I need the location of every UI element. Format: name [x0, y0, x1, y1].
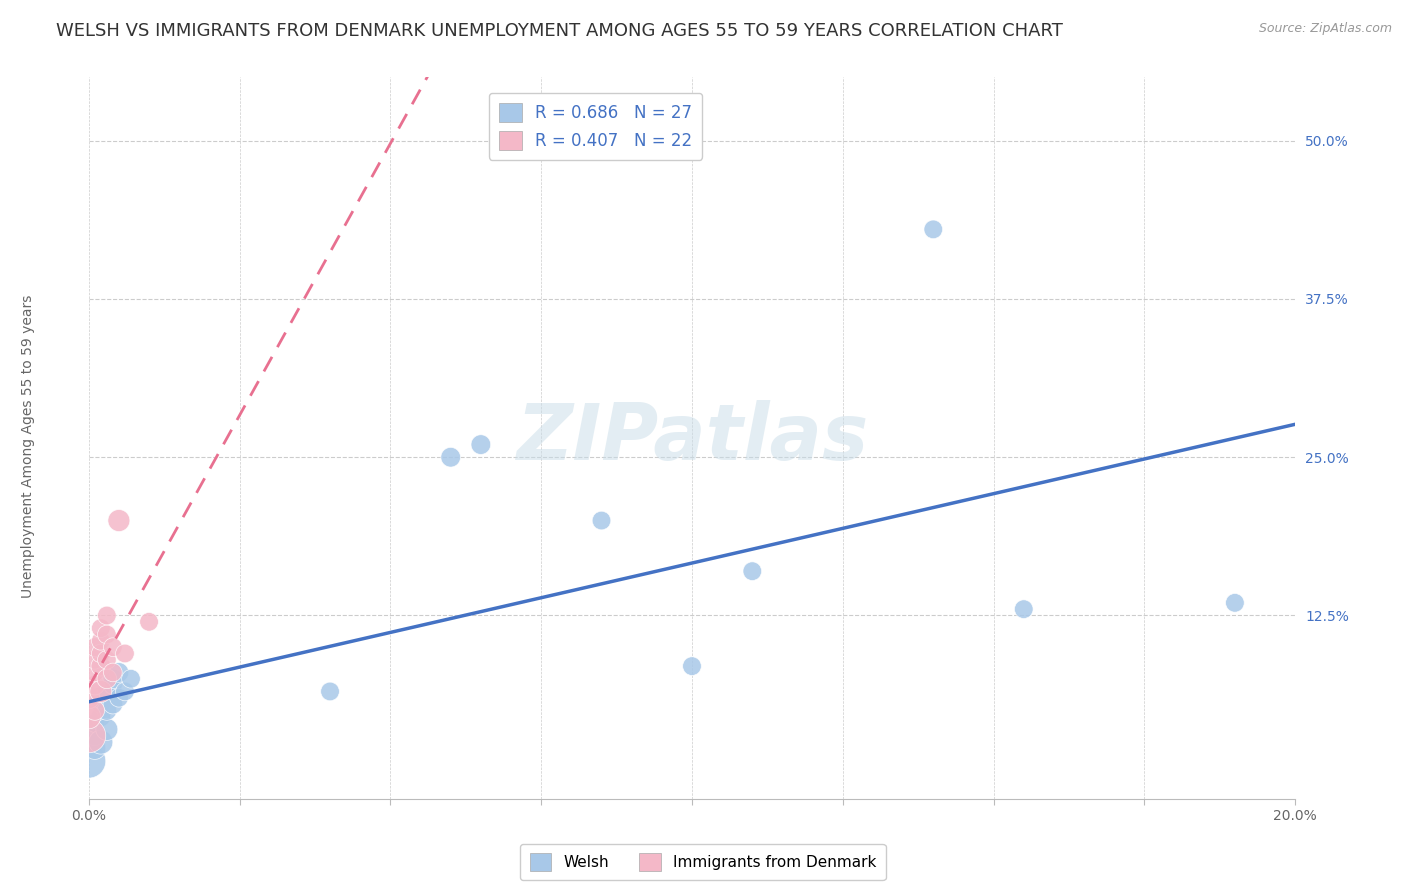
Point — [83, 716, 105, 731]
Point — [96, 627, 118, 641]
Point — [120, 672, 142, 686]
Point — [83, 640, 105, 654]
Point — [591, 514, 613, 528]
Point — [101, 665, 124, 680]
Point — [1223, 596, 1246, 610]
Point — [1012, 602, 1035, 616]
Point — [101, 697, 124, 711]
Point — [440, 450, 463, 465]
Point — [96, 672, 118, 686]
Point — [90, 647, 112, 661]
Point — [101, 640, 124, 654]
Point — [83, 665, 105, 680]
Point — [90, 659, 112, 673]
Point — [90, 690, 112, 705]
Point — [96, 608, 118, 623]
Point — [470, 437, 492, 451]
Point — [138, 615, 160, 629]
Point — [83, 703, 105, 717]
Point — [90, 697, 112, 711]
Text: ZIPatlas: ZIPatlas — [516, 401, 868, 476]
Point — [90, 633, 112, 648]
Point — [90, 684, 112, 698]
Point — [83, 678, 105, 692]
Point — [108, 690, 131, 705]
Point — [96, 653, 118, 667]
Point — [96, 684, 118, 698]
Point — [83, 729, 105, 743]
Point — [741, 564, 763, 578]
Point — [96, 703, 118, 717]
Point — [96, 723, 118, 737]
Point — [83, 741, 105, 756]
Point — [77, 690, 100, 705]
Point — [90, 735, 112, 749]
Point — [101, 672, 124, 686]
Point — [681, 659, 703, 673]
Legend: R = 0.686   N = 27, R = 0.407   N = 22: R = 0.686 N = 27, R = 0.407 N = 22 — [488, 93, 703, 160]
Text: Unemployment Among Ages 55 to 59 years: Unemployment Among Ages 55 to 59 years — [21, 294, 35, 598]
Point — [114, 684, 136, 698]
Point — [77, 710, 100, 724]
Point — [77, 729, 100, 743]
Point — [319, 684, 342, 698]
Point — [83, 653, 105, 667]
Point — [114, 647, 136, 661]
Text: Source: ZipAtlas.com: Source: ZipAtlas.com — [1258, 22, 1392, 36]
Point — [77, 754, 100, 768]
Point — [90, 710, 112, 724]
Point — [922, 222, 945, 236]
Point — [101, 678, 124, 692]
Text: WELSH VS IMMIGRANTS FROM DENMARK UNEMPLOYMENT AMONG AGES 55 TO 59 YEARS CORRELAT: WELSH VS IMMIGRANTS FROM DENMARK UNEMPLO… — [56, 22, 1063, 40]
Point — [90, 621, 112, 635]
Point — [108, 514, 131, 528]
Legend: Welsh, Immigrants from Denmark: Welsh, Immigrants from Denmark — [520, 844, 886, 880]
Point — [108, 665, 131, 680]
